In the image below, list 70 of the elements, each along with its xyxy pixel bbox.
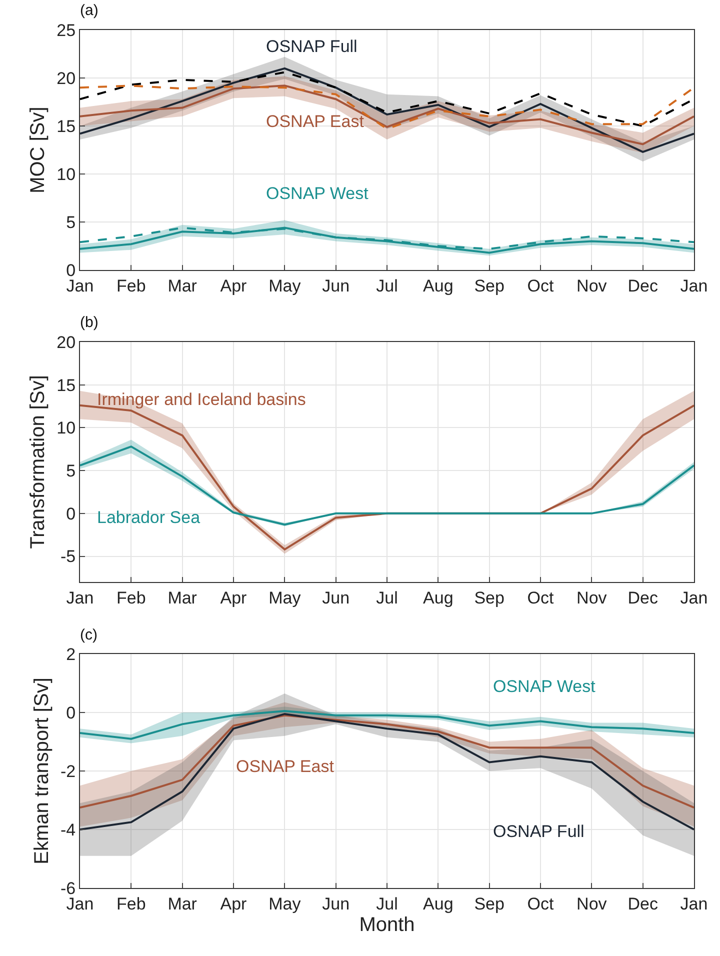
y-tick-label: 5 [66,212,76,232]
y-axis-title: Ekman transport [Sv] [30,678,53,864]
chart-title: (c) [80,626,98,644]
y-tick-label: 0 [66,703,76,722]
x-tick-label: Sep [474,588,504,608]
y-tick-label: -2 [60,762,76,781]
series-label: Irminger and Iceland basins [97,390,306,409]
x-tick-label: Aug [423,276,454,296]
x-tick-label: Oct [527,276,554,296]
x-tick-label: May [268,588,302,608]
x-tick-label: Mar [168,894,198,914]
x-tick-label: Oct [527,894,554,914]
x-tick-label: Feb [116,276,146,296]
series-label: OSNAP West [266,184,369,203]
x-tick-label: Jan [66,588,94,608]
y-tick-label: 5 [66,462,76,481]
x-tick-label: Jan [680,276,708,296]
y-tick-label: 10 [56,164,76,184]
text: OSNAP Full [493,822,584,841]
x-axis-title: Month [359,914,415,936]
x-tick-label: Jul [376,894,398,914]
series-label: OSNAP West [493,677,596,696]
chart-title: (a) [80,2,98,20]
y-tick-label: 0 [66,504,76,524]
y-tick-label: 15 [56,376,76,395]
x-tick-label: Mar [168,276,198,296]
line-series [80,714,694,809]
series-label: OSNAP East [266,112,364,131]
y-tick-label: -5 [60,547,76,566]
series-label: Labrador Sea [97,508,201,527]
x-tick-label: Jul [376,588,398,608]
x-tick-label: Feb [116,894,146,914]
x-tick-label: Apr [220,276,248,296]
x-tick-label: Jul [376,276,398,296]
x-tick-label: Jan [680,588,708,608]
x-tick-label: Aug [423,588,454,608]
x-tick-label: Mar [168,588,198,608]
y-tick-label: -4 [60,820,76,840]
x-tick-label: Apr [220,588,248,608]
y-tick-label: 10 [56,418,76,438]
y-tick-label: 15 [56,116,76,136]
x-tick-label: Oct [527,588,554,608]
x-tick-label: Apr [220,894,248,914]
y-axis-title: Transformation [Sv] [27,375,50,549]
x-tick-label: Nov [576,894,608,914]
x-tick-label: Feb [116,588,146,608]
x-tick-label: Nov [576,588,608,608]
x-tick-label: Sep [474,894,504,914]
line-series [80,84,694,146]
x-tick-label: May [268,894,302,914]
x-tick-label: Dec [628,276,658,296]
line-series [80,84,694,130]
x-tick-label: May [268,276,302,296]
y-tick-label: 20 [56,68,76,88]
series-label: OSNAP East [236,757,334,776]
x-tick-label: Aug [423,894,454,914]
x-tick-label: Dec [628,894,658,914]
x-tick-label: Sep [474,276,504,296]
chart-title: (b) [80,314,98,332]
y-tick-label: 25 [56,20,76,40]
x-tick-label: Jan [680,894,708,914]
x-tick-label: Jun [322,276,350,296]
y-tick-label: 20 [56,332,76,352]
series-label: OSNAP Full [266,37,358,56]
x-tick-label: Jun [322,588,350,608]
x-tick-label: Jun [322,894,350,914]
x-tick-label: Dec [628,588,658,608]
y-tick-label: 2 [66,644,76,664]
y-axis-title: MOC [Sv] [27,106,50,194]
x-tick-label: Nov [576,276,608,296]
